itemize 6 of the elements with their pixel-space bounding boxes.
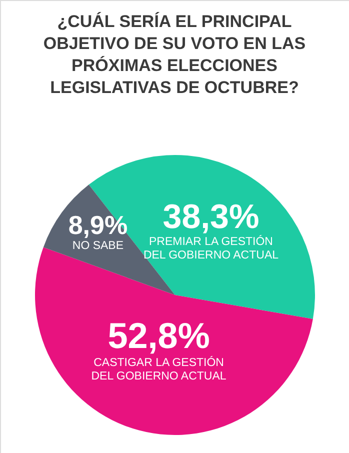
data-label: 52,8% — [108, 314, 210, 356]
data-label: 38,3% — [162, 198, 260, 236]
chart-title: ¿CUÁL SERÍA EL PRINCIPAL OBJETIVO DE SU VOTO EN LAS PRÓXIMAS ELECCIONES LEGISLATIVAS DE OCTUBRE? — [43, 11, 306, 97]
slice-label: CASTIGAR LA GESTIÓN DEL GOBIERNO ACTUAL — [91, 356, 227, 382]
slice-label: PREMIAR LA GESTIÓN DEL GOBIERNO ACTUAL — [143, 234, 280, 262]
slice-label: NO SABE — [72, 240, 124, 252]
